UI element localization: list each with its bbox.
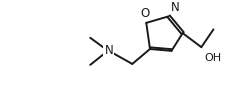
Text: N: N bbox=[171, 1, 179, 14]
Text: N: N bbox=[105, 44, 113, 57]
Text: OH: OH bbox=[204, 53, 221, 63]
Text: O: O bbox=[141, 7, 150, 20]
